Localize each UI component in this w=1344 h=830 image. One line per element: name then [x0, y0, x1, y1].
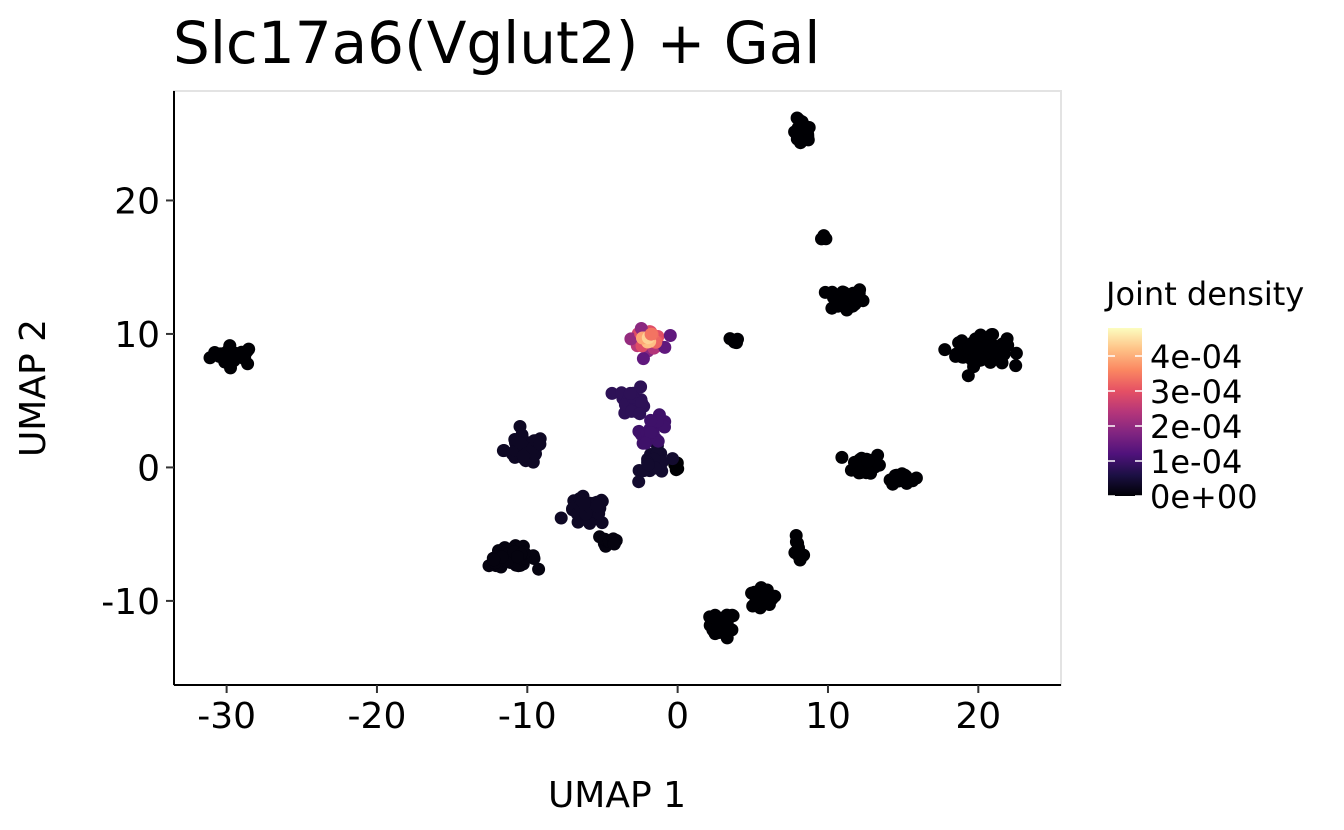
scatter-point [632, 475, 646, 489]
x-tick-label: 0 [666, 696, 689, 737]
scatter-point [986, 328, 1000, 341]
y-axis-ticks: -10 0 10 20 [101, 181, 174, 623]
scatter-point [818, 232, 831, 245]
scatter-point [533, 437, 547, 451]
scatter-point [590, 499, 604, 513]
scatter-point [898, 468, 912, 482]
legend-title: Joint density [1104, 275, 1304, 313]
chart-title: Slc17a6(Vglut2) + Gal [173, 9, 820, 77]
scatter-point [801, 133, 815, 147]
legend-tick-label: 1e-04 [1150, 443, 1242, 481]
scatter-point [641, 458, 655, 472]
x-tick-label: -30 [197, 696, 256, 737]
scatter-point [228, 346, 242, 360]
scatter-point [669, 463, 683, 477]
legend-colorbar [1108, 328, 1142, 496]
scatter-point [1009, 346, 1023, 360]
scatter-point [241, 357, 255, 371]
scatter-point [577, 497, 591, 511]
y-tick-label: 20 [114, 181, 160, 222]
scatter-point [938, 343, 952, 357]
scatter-point [513, 436, 527, 450]
scatter-point [639, 436, 652, 450]
scatter-point [747, 586, 761, 600]
scatter-point [511, 550, 524, 564]
x-tick-label: 20 [955, 696, 1001, 737]
scatter-point [731, 332, 744, 346]
x-axis-ticks: -30 -20 -10 0 10 20 [197, 685, 1001, 737]
scatter-point [961, 369, 975, 383]
x-axis-title: UMAP 1 [548, 775, 686, 816]
scatter-point [607, 537, 621, 551]
y-tick-label: 10 [114, 315, 160, 356]
scatter-point [837, 299, 851, 313]
scatter-point [624, 332, 638, 346]
x-tick-label: 10 [805, 696, 851, 737]
scatter-point [861, 454, 875, 468]
legend-tick-label: 0e+00 [1150, 478, 1258, 516]
y-axis-title: UMAP 2 [13, 319, 54, 457]
legend-tick-label: 3e-04 [1150, 373, 1242, 411]
scatter-point [634, 380, 648, 394]
scatter-point [605, 386, 619, 400]
scatter-point [797, 548, 811, 562]
scatter-point [635, 396, 649, 410]
points-layer [203, 111, 1023, 645]
scatter-point [663, 329, 677, 342]
scatter-point [720, 616, 734, 630]
scatter-point [644, 426, 658, 439]
scatter-point [986, 341, 1000, 355]
x-tick-label: -20 [348, 696, 407, 737]
scatter-point [623, 386, 637, 400]
legend-tick-label: 2e-04 [1150, 408, 1242, 446]
scatter-point [644, 327, 658, 341]
scatter-point [835, 450, 849, 464]
scatter-point [633, 407, 647, 421]
scatter-point [962, 341, 976, 355]
scatter-point [1009, 359, 1023, 373]
scatter-point [532, 562, 546, 576]
scatter-point [971, 341, 985, 355]
scatter-point [886, 477, 900, 491]
scatter-point [636, 352, 650, 366]
scatter-point [800, 121, 814, 135]
scatter-point [516, 449, 530, 463]
scatter-point [208, 346, 222, 359]
scatter-point [703, 610, 717, 624]
scatter-point [790, 132, 804, 146]
scatter-point [850, 291, 864, 305]
scatter-point [872, 458, 886, 472]
scatter-point [789, 535, 803, 549]
y-tick-label: 0 [137, 448, 160, 489]
scatter-point [666, 452, 679, 466]
legend-tick-label: 4e-04 [1150, 338, 1242, 376]
x-tick-label: -10 [498, 696, 557, 737]
scatter-point [487, 553, 501, 567]
scatter-point [218, 350, 232, 363]
scatter-point [762, 598, 776, 611]
scatter-point [748, 596, 762, 610]
scatter-point [949, 347, 963, 361]
scatter-point [239, 346, 253, 359]
scatter-point [554, 511, 568, 525]
scatter-point [871, 448, 885, 462]
scatter-point [644, 413, 658, 427]
y-tick-label: -10 [101, 582, 160, 623]
